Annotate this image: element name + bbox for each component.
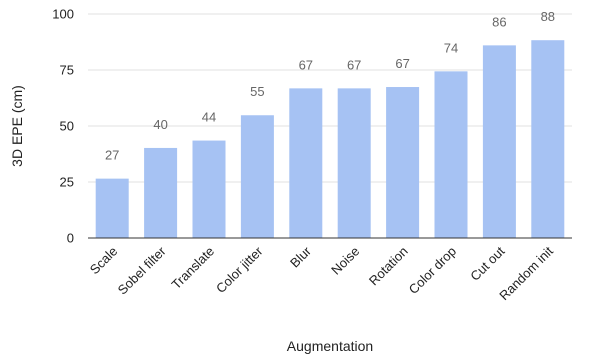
- y-tick-labels: 0 25 50 75 100: [52, 7, 74, 246]
- data-label: 74: [444, 40, 458, 55]
- bar-scale: [95, 178, 129, 238]
- x-tick-label: Noise: [328, 244, 362, 278]
- data-label: 88: [541, 9, 555, 24]
- bar-translate: [192, 140, 226, 238]
- data-label: 27: [105, 148, 119, 163]
- x-tick-label: Cut out: [467, 243, 508, 284]
- bar-sobel-filter: [144, 147, 178, 238]
- y-tick-label: 25: [60, 175, 74, 190]
- data-label: 44: [202, 110, 216, 125]
- x-tick-label: Color drop: [406, 244, 460, 298]
- bar-noise: [337, 88, 371, 238]
- y-axis-title: 3D EPE (cm): [9, 85, 25, 167]
- x-axis-title: Augmentation: [287, 338, 373, 354]
- bars: [95, 40, 565, 239]
- x-tick-label: Blur: [287, 243, 314, 270]
- data-label: 67: [395, 56, 409, 71]
- bar-cut-out: [482, 45, 516, 238]
- data-label: 67: [299, 57, 313, 72]
- x-tick-label: Rotation: [366, 244, 411, 289]
- bar-blur: [289, 88, 323, 238]
- x-tick-label: Translate: [169, 244, 218, 293]
- y-tick-label: 100: [52, 7, 74, 22]
- x-tick-label: Sobel filter: [115, 243, 170, 298]
- bar-color-jitter: [240, 115, 274, 238]
- bar-color-drop: [434, 71, 468, 239]
- data-label: 40: [153, 117, 167, 132]
- bar-random-init: [531, 40, 565, 238]
- data-label: 86: [492, 14, 506, 29]
- data-label: 67: [347, 57, 361, 72]
- y-tick-label: 75: [60, 63, 74, 78]
- x-tick-label: Color jitter: [213, 243, 266, 296]
- data-label: 55: [250, 84, 264, 99]
- y-tick-label: 0: [67, 231, 74, 246]
- data-labels: 27 40 44 55 67 67 67 74 86 88: [105, 9, 555, 162]
- y-tick-label: 50: [60, 119, 74, 134]
- x-tick-label: Scale: [87, 244, 121, 278]
- bar-rotation: [386, 87, 420, 238]
